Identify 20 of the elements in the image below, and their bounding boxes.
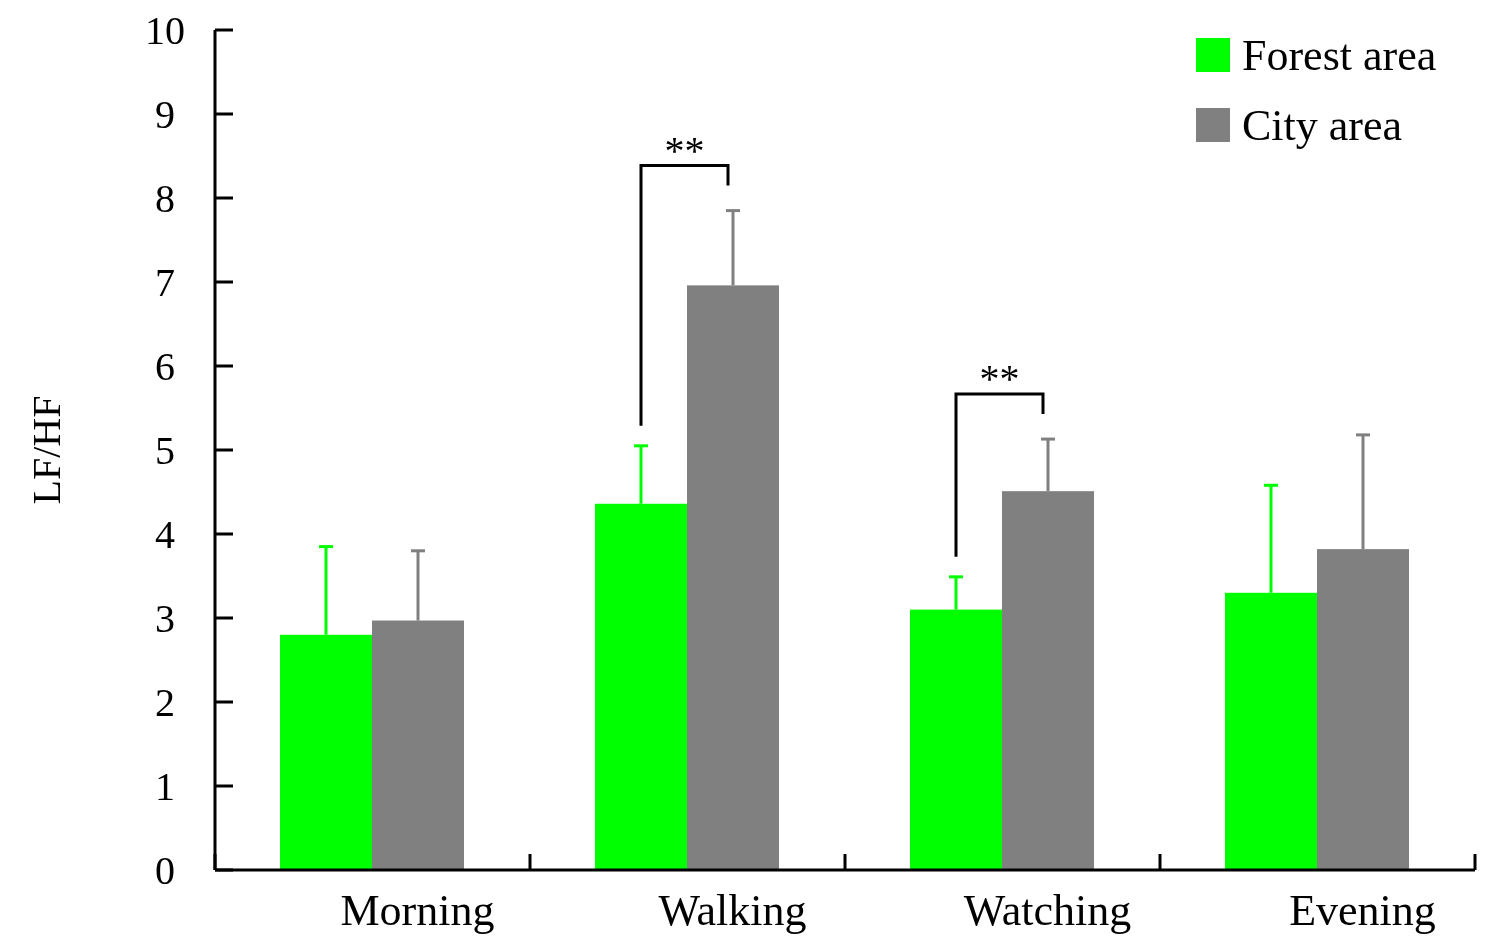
y-tick-label: 7 bbox=[155, 260, 175, 305]
y-axis-title: LF/HF bbox=[24, 395, 69, 505]
y-tick-label: 10 bbox=[145, 8, 185, 53]
y-tick-label: 5 bbox=[155, 428, 175, 473]
y-tick-label: 0 bbox=[155, 848, 175, 893]
x-tick-label: Watching bbox=[963, 886, 1132, 935]
x-tick-label: Morning bbox=[340, 886, 495, 935]
y-tick-label: 9 bbox=[155, 92, 175, 137]
x-tick-label: Walking bbox=[658, 886, 807, 935]
legend-label: City area bbox=[1242, 101, 1403, 151]
y-tick-label: 1 bbox=[155, 764, 175, 809]
legend-label: Forest area bbox=[1242, 31, 1437, 81]
x-tick-label: Evening bbox=[1289, 886, 1436, 935]
annotation: ** bbox=[664, 127, 705, 173]
y-tick-label: 4 bbox=[155, 512, 175, 557]
y-tick-label: 8 bbox=[155, 176, 175, 221]
y-tick-label: 2 bbox=[155, 680, 175, 725]
y-tick-label: 6 bbox=[155, 344, 175, 389]
y-tick-label: 3 bbox=[155, 596, 175, 641]
annotation: ** bbox=[979, 356, 1020, 402]
